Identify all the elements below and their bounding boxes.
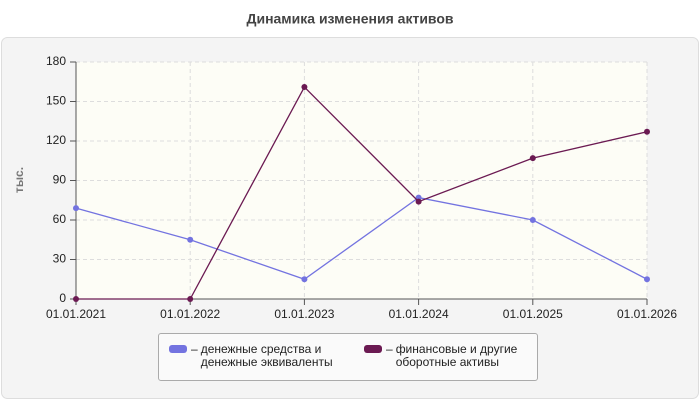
y-tick-label: 180 bbox=[46, 54, 66, 68]
y-tick-label: 90 bbox=[53, 173, 67, 187]
point bbox=[529, 155, 536, 162]
series-line bbox=[75, 196, 648, 280]
point bbox=[301, 84, 308, 91]
point bbox=[644, 128, 650, 135]
x-tick-label: 01.01.2023 bbox=[274, 307, 334, 321]
point bbox=[301, 276, 308, 283]
y-axis-label: тыс. bbox=[12, 167, 26, 193]
y-tick-label: 150 bbox=[46, 94, 66, 108]
plot-area bbox=[76, 62, 647, 299]
x-tick-label: 01.01.2022 bbox=[160, 307, 220, 321]
legend-label: финансовые и другие оборотные активы bbox=[395, 342, 518, 369]
legend-item: – финансовые и другие оборотные активы bbox=[364, 343, 546, 369]
point bbox=[187, 296, 194, 302]
point bbox=[187, 236, 194, 243]
x-tick-label: 01.01.2025 bbox=[503, 307, 563, 321]
point bbox=[73, 296, 79, 302]
x-tick-label: 01.01.2021 bbox=[46, 307, 106, 321]
point bbox=[644, 276, 650, 283]
y-tick-label: 30 bbox=[53, 252, 67, 266]
x-tick-label: 01.01.2026 bbox=[617, 307, 677, 321]
legend-swatch bbox=[169, 345, 187, 353]
series-line bbox=[76, 85, 648, 300]
y-tick-label: 0 bbox=[59, 291, 66, 305]
chart-title: Динамика изменения активов bbox=[246, 11, 453, 27]
legend-label: денежные средства и денежные эквиваленты bbox=[200, 342, 333, 369]
legend-swatch bbox=[364, 345, 382, 353]
legend-dash: – bbox=[386, 342, 393, 356]
point bbox=[529, 217, 536, 223]
legend-item: – денежные средства и денежные эквивалент… bbox=[169, 343, 351, 369]
y-tick-label: 60 bbox=[53, 212, 67, 226]
y-tick-label: 120 bbox=[46, 133, 66, 147]
point bbox=[73, 205, 79, 212]
legend: – денежные средства и денежные эквивалент… bbox=[158, 333, 538, 381]
legend-dash: – bbox=[191, 342, 198, 356]
x-tick-label: 01.01.2024 bbox=[389, 307, 449, 321]
point bbox=[415, 198, 422, 205]
